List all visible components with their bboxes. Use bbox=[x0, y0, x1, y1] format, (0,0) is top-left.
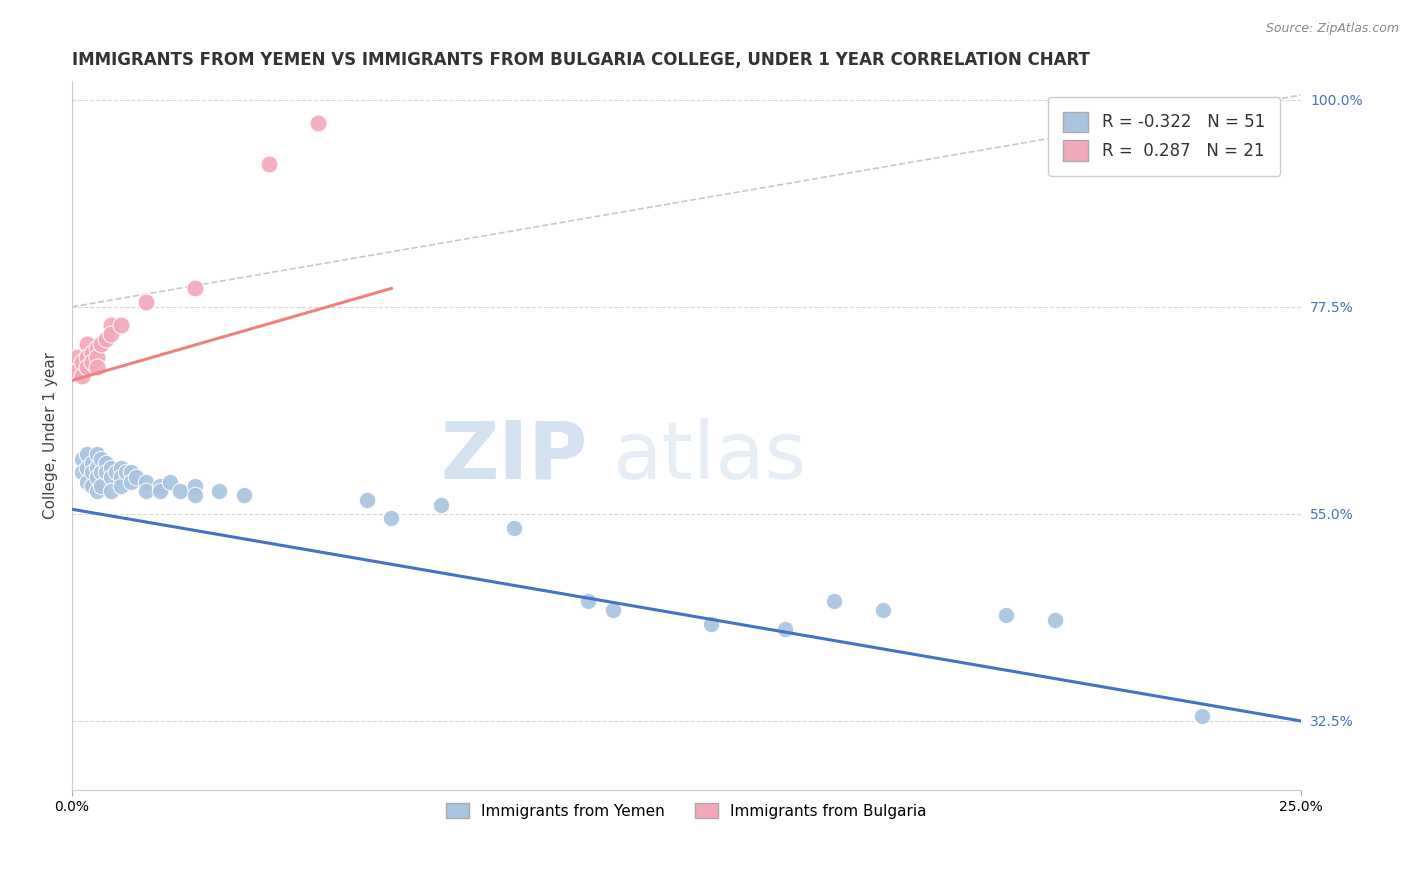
Point bbox=[135, 295, 157, 310]
Point bbox=[86, 351, 108, 365]
Point bbox=[135, 475, 157, 489]
Point bbox=[70, 451, 93, 466]
Point bbox=[80, 479, 103, 493]
Point bbox=[700, 617, 723, 632]
Point bbox=[86, 483, 108, 498]
Point bbox=[80, 466, 103, 480]
Point bbox=[76, 460, 98, 475]
Point bbox=[115, 466, 138, 480]
Point bbox=[105, 466, 128, 480]
Point bbox=[159, 475, 181, 489]
Point bbox=[110, 479, 132, 493]
Point bbox=[76, 336, 98, 351]
Y-axis label: College, Under 1 year: College, Under 1 year bbox=[44, 352, 58, 519]
Point bbox=[356, 493, 378, 508]
Point bbox=[76, 359, 98, 374]
Point bbox=[380, 511, 402, 525]
Point bbox=[184, 479, 207, 493]
Point bbox=[120, 466, 142, 480]
Text: Source: ZipAtlas.com: Source: ZipAtlas.com bbox=[1265, 22, 1399, 36]
Point bbox=[70, 355, 93, 369]
Point bbox=[100, 460, 122, 475]
Point bbox=[76, 447, 98, 461]
Point bbox=[96, 456, 118, 470]
Point bbox=[110, 460, 132, 475]
Point bbox=[86, 460, 108, 475]
Point bbox=[125, 470, 148, 484]
Point bbox=[76, 475, 98, 489]
Point bbox=[149, 479, 172, 493]
Text: atlas: atlas bbox=[613, 417, 807, 496]
Point bbox=[100, 470, 122, 484]
Point bbox=[70, 368, 93, 383]
Point bbox=[503, 521, 526, 535]
Point bbox=[90, 451, 112, 466]
Text: IMMIGRANTS FROM YEMEN VS IMMIGRANTS FROM BULGARIA COLLEGE, UNDER 1 YEAR CORRELAT: IMMIGRANTS FROM YEMEN VS IMMIGRANTS FROM… bbox=[72, 51, 1090, 69]
Point bbox=[110, 318, 132, 333]
Text: ZIP: ZIP bbox=[440, 417, 588, 496]
Point bbox=[110, 470, 132, 484]
Point bbox=[149, 483, 172, 498]
Point bbox=[994, 608, 1017, 623]
Point bbox=[96, 466, 118, 480]
Point bbox=[70, 466, 93, 480]
Point bbox=[100, 327, 122, 342]
Point bbox=[823, 594, 845, 608]
Point bbox=[86, 447, 108, 461]
Point bbox=[86, 470, 108, 484]
Point bbox=[602, 603, 624, 617]
Point bbox=[80, 346, 103, 360]
Point bbox=[86, 359, 108, 374]
Point bbox=[100, 318, 122, 333]
Point bbox=[90, 479, 112, 493]
Point bbox=[208, 483, 231, 498]
Point bbox=[120, 475, 142, 489]
Point bbox=[257, 157, 280, 171]
Point bbox=[184, 488, 207, 502]
Point bbox=[100, 483, 122, 498]
Point bbox=[184, 281, 207, 295]
Point bbox=[773, 622, 796, 636]
Point bbox=[1191, 709, 1213, 723]
Point bbox=[429, 498, 451, 512]
Point bbox=[76, 351, 98, 365]
Point bbox=[307, 116, 329, 130]
Point bbox=[80, 456, 103, 470]
Point bbox=[96, 332, 118, 346]
Point bbox=[90, 466, 112, 480]
Point bbox=[233, 488, 256, 502]
Point bbox=[872, 603, 894, 617]
Point bbox=[90, 336, 112, 351]
Point bbox=[66, 351, 89, 365]
Point bbox=[1043, 613, 1066, 627]
Point bbox=[80, 355, 103, 369]
Legend: Immigrants from Yemen, Immigrants from Bulgaria: Immigrants from Yemen, Immigrants from B… bbox=[440, 797, 934, 825]
Point bbox=[169, 483, 191, 498]
Point bbox=[576, 594, 599, 608]
Point bbox=[135, 483, 157, 498]
Point bbox=[66, 364, 89, 378]
Point bbox=[86, 341, 108, 355]
